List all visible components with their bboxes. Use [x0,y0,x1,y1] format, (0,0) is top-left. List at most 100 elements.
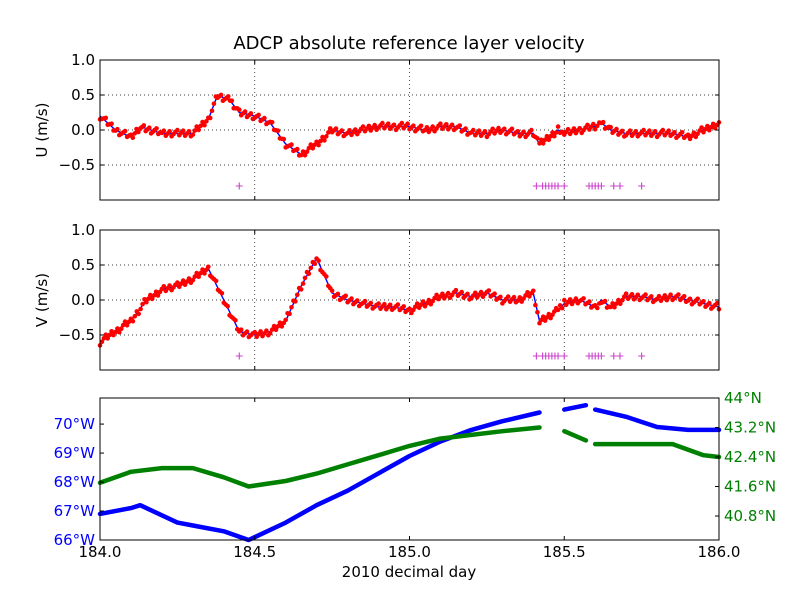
velocity-point [476,128,482,133]
velocity-point [391,122,397,128]
velocity-point [324,134,329,139]
longitude-tick-label: 68°W [54,473,96,491]
velocity-point [685,132,691,138]
velocity-point [314,139,319,145]
velocity-point [426,297,432,303]
longitude-tick-label: 70°W [54,415,96,433]
flag-marker [554,352,562,360]
velocity-point [289,142,294,147]
velocity-point [612,304,617,310]
velocity-point [633,129,639,134]
velocity-point [144,299,149,305]
velocity-point [192,274,198,279]
velocity-point [414,301,420,306]
velocity-point [595,123,600,129]
velocity-point [666,128,671,133]
velocity-point [672,130,677,135]
velocity-point [368,300,374,306]
velocity-point [681,294,687,299]
x-tick-label: 186.0 [698,543,741,561]
velocity-point [318,138,323,144]
velocity-point [399,120,405,126]
velocity-point [264,328,269,334]
velocity-point [194,124,199,129]
velocity-point [262,115,267,121]
velocity-point [202,271,207,276]
velocity-point [269,327,275,332]
velocity-point [252,329,258,335]
velocity-point [119,326,124,332]
velocity-point [478,289,484,295]
velocity-point [308,265,314,271]
velocity-point [592,127,598,132]
flag-marker [235,182,243,190]
flag-marker [554,182,562,190]
velocity-point [529,127,534,133]
velocity-point [304,149,310,154]
velocity-point [109,121,114,126]
velocity-point [295,146,300,152]
velocity-point [194,270,199,276]
velocity-point [668,292,673,298]
velocity-point [471,127,476,133]
velocity-point [132,314,138,319]
velocity-point [271,323,277,329]
velocity-point [535,136,540,141]
velocity-point [577,126,582,131]
velocity-point [300,281,306,286]
velocity-point [517,295,523,300]
velocity-point [327,126,333,131]
velocity-point [103,115,109,121]
velocity-point [714,300,720,306]
velocity-point [225,303,230,309]
y-tick-label: 0.5 [71,256,95,274]
velocity-point [555,307,561,313]
velocity-point [559,305,565,311]
y-tick-label: 0.5 [71,86,95,104]
velocity-point [312,261,318,267]
velocity-point [295,292,300,298]
velocity-point [347,128,352,133]
velocity-point [238,327,244,333]
velocity-point [546,137,552,143]
velocity-point [438,121,443,126]
y-tick-label: −0.5 [59,156,95,174]
flag-marker [532,352,540,360]
flag-marker [532,182,540,190]
velocity-point [430,124,436,129]
velocity-point [107,332,112,338]
velocity-point [161,128,167,133]
velocity-point [362,298,368,304]
latitude-tick-label: 41.6°N [724,478,776,496]
velocity-point [175,127,180,133]
velocity-point [308,142,314,147]
velocity-point [652,129,658,134]
velocity-point [349,296,354,301]
velocity-point [200,267,205,272]
u-axis-label: U (m/s) [33,103,51,158]
velocity-point [154,126,159,131]
velocity-point [300,149,306,154]
velocity-point [267,330,273,336]
velocity-point [647,128,652,133]
velocity-point [225,94,231,99]
velocity-point [490,126,496,132]
velocity-point [302,275,308,281]
velocity-point [571,126,577,131]
velocity-point [600,119,606,125]
velocity-point [115,126,120,132]
velocity-point [643,292,648,297]
velocity-point [635,292,641,298]
velocity-point [544,133,550,139]
velocity-point [190,277,196,283]
velocity-point [161,284,167,289]
velocity-point [151,293,157,298]
velocity-point [130,318,136,324]
velocity-point [147,125,152,130]
velocity-point [525,290,530,295]
x-tick-label: 184.5 [233,543,276,561]
velocity-point [101,336,107,341]
velocity-point [537,141,542,146]
velocity-point [585,122,590,128]
velocity-point [293,299,298,304]
